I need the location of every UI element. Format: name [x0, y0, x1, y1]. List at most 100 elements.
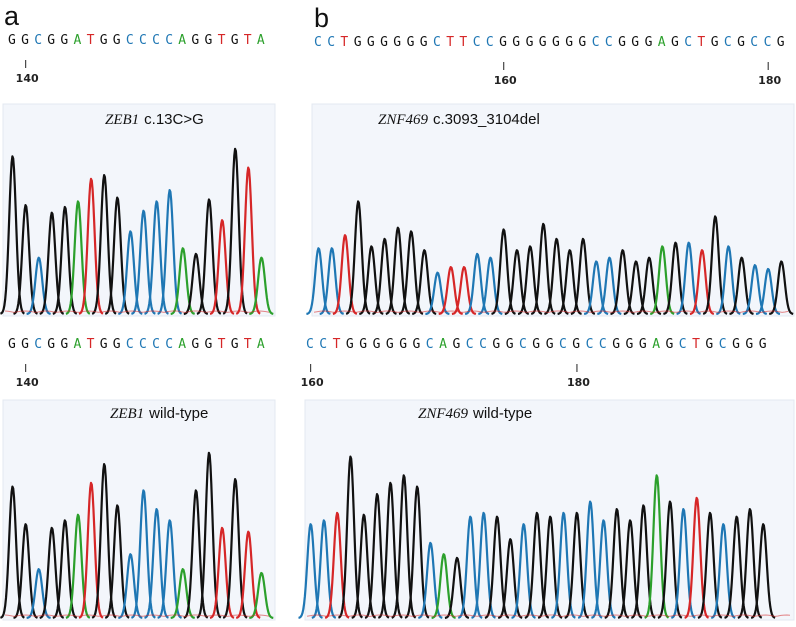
trace-peak	[26, 256, 51, 315]
position-label: 160	[301, 376, 324, 389]
base-call-letter: T	[244, 33, 252, 48]
trace-peak	[724, 515, 749, 619]
trace-peak	[617, 519, 643, 619]
base-call-letter: C	[764, 35, 772, 50]
base-call-letter: T	[697, 35, 705, 50]
base-call-letter: G	[737, 35, 745, 50]
baseline-noise	[306, 614, 791, 618]
trace-peak	[222, 147, 248, 315]
trace-peak	[332, 234, 358, 315]
base-call-letter: G	[618, 35, 626, 50]
trace-peak	[338, 455, 363, 619]
trace-peak	[671, 508, 696, 619]
base-call-letter: G	[359, 337, 367, 352]
position-label: 180	[567, 376, 590, 389]
trace-peak	[544, 237, 569, 315]
base-call-letter: G	[100, 33, 108, 48]
base-call-letter: C	[314, 35, 322, 50]
base-call-letter: G	[21, 33, 29, 48]
trace-peak	[196, 451, 222, 619]
trace-peak	[52, 205, 78, 315]
trace-peak	[13, 204, 38, 315]
trace-peak	[557, 249, 582, 315]
base-call-letter: A	[178, 33, 186, 48]
panel-a-label: a	[4, 1, 20, 31]
trace-peak	[170, 247, 195, 315]
trace-peak	[345, 200, 371, 315]
trace-peak	[504, 249, 530, 315]
base-call-letter: G	[367, 35, 375, 50]
base-call-letter: G	[100, 337, 108, 352]
base-call-letter: C	[139, 337, 147, 352]
base-call-letter: C	[152, 337, 160, 352]
trace-peak	[249, 256, 274, 315]
trace-peak	[737, 508, 763, 619]
trace-peak	[418, 541, 443, 619]
trace-peak	[131, 209, 156, 315]
base-call-letter: A	[74, 337, 82, 352]
base-call-letter: G	[231, 33, 239, 48]
trace-peak	[511, 523, 536, 619]
trace-peak	[524, 511, 550, 619]
base-call-letter: C	[327, 35, 335, 50]
base-call-letter: G	[626, 337, 634, 352]
trace-peak	[710, 523, 736, 619]
base-call-letter: C	[750, 35, 758, 50]
baseline-noise	[4, 614, 270, 618]
base-call-letter: G	[231, 337, 239, 352]
base-call-letter: G	[759, 337, 767, 352]
trace-peak	[104, 504, 130, 619]
base-call-letter: C	[479, 337, 487, 352]
base-call-letter: C	[486, 35, 494, 50]
base-call-letter: T	[87, 33, 95, 48]
base-call-letter: G	[354, 35, 362, 50]
trace-peak	[649, 245, 675, 315]
trace-peak	[306, 247, 331, 315]
base-call-letter: G	[572, 337, 580, 352]
base-call-letter: G	[532, 337, 540, 352]
base-call-letter: G	[60, 337, 68, 352]
trace-peak	[411, 249, 437, 315]
trace-peak	[610, 249, 635, 315]
trace-peak	[471, 511, 496, 619]
trace-peak	[13, 523, 38, 619]
base-call-letter: G	[645, 35, 653, 50]
trace-peak	[484, 515, 510, 619]
base-call-letter: C	[126, 337, 134, 352]
trace-peak	[750, 523, 776, 619]
base-call-letter: G	[492, 337, 500, 352]
base-call-letter: G	[526, 35, 534, 50]
base-call-letter: C	[34, 33, 42, 48]
baseline-noise	[313, 310, 789, 314]
base-call-letter: G	[732, 337, 740, 352]
trace-peak	[351, 513, 377, 619]
panel-b-label: b	[314, 3, 329, 33]
base-call-letter: C	[724, 35, 732, 50]
trace-peak	[530, 222, 556, 315]
trace-peak	[235, 530, 261, 619]
base-call-letter: C	[473, 35, 481, 50]
base-call-letter: G	[47, 337, 55, 352]
base-call-letter: G	[205, 33, 213, 48]
base-call-letter: G	[499, 35, 507, 50]
trace-peak	[157, 189, 183, 315]
base-call-letter: C	[433, 35, 441, 50]
trace-peak	[689, 249, 715, 315]
trace-title: ZNF469 c.3093_3104del	[378, 111, 540, 128]
trace-peak	[39, 526, 65, 619]
trace-title: ZEB1 c.13C>G	[105, 111, 204, 128]
base-call-letter: C	[592, 35, 600, 50]
base-call-letter: G	[191, 337, 199, 352]
base-call-letter: C	[559, 337, 567, 352]
base-call-letter: G	[705, 337, 713, 352]
trace-peak	[131, 489, 156, 619]
trace-peak	[431, 553, 456, 619]
gene-name: ZNF469	[378, 112, 429, 128]
base-call-letter: A	[257, 337, 265, 352]
trace-peak	[144, 508, 169, 619]
